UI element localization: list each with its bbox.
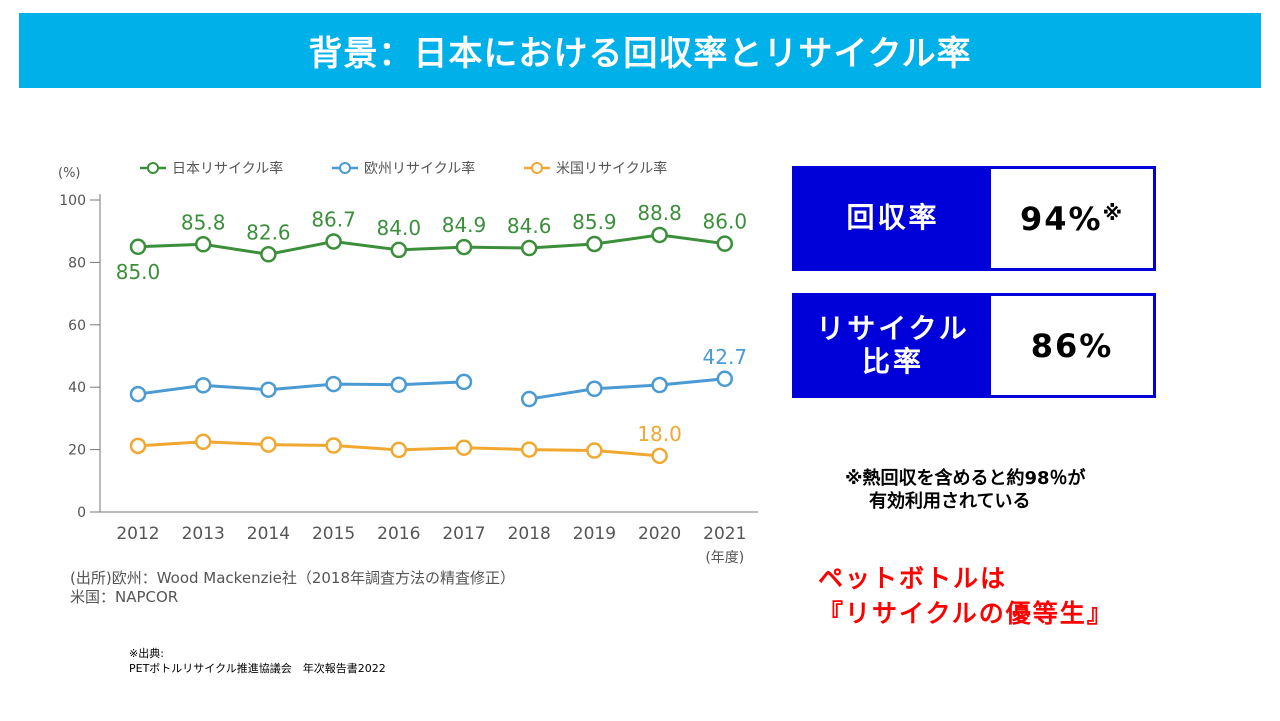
data-point [260, 381, 277, 398]
y-tick-label: 80 [68, 255, 86, 271]
y-tick-label: 60 [68, 318, 86, 334]
x-tick-label: 2013 [182, 524, 225, 544]
x-tick-label: 2016 [377, 524, 420, 544]
data-point [455, 373, 473, 391]
legend-marker [147, 162, 159, 174]
note-line1: ※熱回収を含めると約98％が [845, 468, 1086, 489]
recycling-rate-line-chart: (%) 0 20 40 60 80 100 2012 2013 2014 2015 2016 2017 2… [58, 160, 758, 606]
slogan: ペットボトルは 『リサイクルの優等生』 [818, 561, 1114, 631]
heat-recovery-note: ※熱回収を含めると約98％が 有効利用されている [845, 468, 1086, 513]
data-label: 88.8 [637, 201, 682, 225]
collection-rate-note-mark: ※ [1102, 200, 1125, 225]
data-point [260, 436, 277, 453]
legend-label: 欧州リサイクル率 [364, 160, 475, 177]
collection-rate-label: 回収率 [795, 169, 991, 268]
data-point [586, 380, 603, 398]
recycling-rate-label-line1: リサイクル [816, 312, 970, 346]
y-tick-label: 20 [68, 443, 86, 459]
data-label: 85.9 [572, 210, 617, 234]
data-point [129, 385, 147, 403]
x-tick-label: 2020 [638, 524, 681, 544]
source-line2: PETボトルリサイクル推進協議会 年次報告書2022 [129, 662, 386, 676]
data-point [325, 375, 342, 393]
data-point [716, 370, 734, 388]
data-label: 84.6 [507, 214, 552, 238]
data-point [194, 377, 212, 394]
data-point [390, 241, 408, 259]
legend-marker [531, 162, 543, 174]
data-point [129, 437, 147, 455]
data-point [325, 437, 342, 454]
data-point [520, 390, 538, 408]
collection-rate-value: 94% [1019, 199, 1103, 238]
data-label: 82.6 [246, 220, 291, 244]
x-tick-label: 2015 [312, 524, 355, 544]
series-line [137, 377, 725, 401]
data-point [325, 233, 342, 250]
x-tick-label: 2021 [703, 524, 746, 544]
source-line1: ※出典: [129, 647, 164, 660]
recycling-rate-label: リサイクル 比率 [795, 296, 991, 395]
chart-source-line: 米国：NAPCOR [70, 588, 178, 606]
data-point [716, 235, 734, 252]
legend-label: 日本リサイクル率 [172, 160, 283, 177]
data-point [651, 226, 668, 244]
recycling-rate-value: 86% [1030, 326, 1114, 365]
data-point [651, 447, 668, 465]
note-line2: 有効利用されている [869, 490, 1031, 512]
series-line [137, 233, 725, 256]
data-point [520, 239, 538, 257]
data-point [455, 238, 473, 256]
data-point [455, 439, 473, 456]
slogan-line1: ペットボトルは [818, 564, 1008, 593]
slogan-line2: 『リサイクルの優等生』 [818, 599, 1114, 628]
data-point [194, 433, 212, 451]
data-label: 18.0 [637, 422, 682, 446]
recycling-rate-label-line2: 比率 [861, 344, 924, 378]
data-point [586, 235, 603, 253]
legend-label: 米国リサイクル率 [556, 160, 667, 177]
data-point [194, 236, 212, 253]
chart-source-line: (出所)欧州：Wood Mackenzie社（2018年調査方法の精査修正） [70, 569, 515, 587]
x-tick-label: 2014 [247, 524, 290, 544]
data-label: 85.8 [181, 210, 226, 234]
data-label: 84.0 [377, 216, 422, 240]
y-axis-unit-label: (%) [58, 166, 81, 181]
data-label: 86.7 [311, 207, 356, 231]
data-point [260, 246, 277, 263]
y-tick-label: 40 [68, 380, 86, 396]
data-point [520, 441, 538, 458]
y-tick-label: 100 [59, 193, 86, 209]
x-tick-label: 2019 [573, 524, 616, 544]
data-point [651, 376, 668, 394]
legend-marker [339, 162, 351, 174]
x-tick-label: 2017 [442, 524, 485, 544]
collection-rate-value-wrap: 94% ※ [991, 169, 1153, 268]
recycling-rate-box: リサイクル 比率 86% [792, 293, 1156, 398]
page-title: 背景：日本における回収率とリサイクル率 [308, 34, 972, 74]
data-point [586, 442, 603, 459]
x-tick-label: 2012 [116, 524, 159, 544]
data-point [390, 441, 408, 459]
x-tick-label: 2018 [508, 524, 551, 544]
source-citation: ※出典: PETボトルリサイクル推進協議会 年次報告書2022 [129, 646, 386, 677]
data-label: 42.7 [703, 345, 748, 369]
data-point [129, 238, 147, 256]
title-banner: 背景：日本における回収率とリサイクル率 [19, 13, 1261, 88]
data-label: 85.0 [116, 260, 161, 284]
data-label: 86.0 [703, 210, 748, 234]
data-point [390, 376, 408, 393]
collection-rate-box: 回収率 94% ※ [792, 166, 1156, 271]
y-tick-label: 0 [77, 505, 86, 521]
data-label: 84.9 [442, 213, 487, 237]
x-axis-unit-label: (年度) [705, 550, 744, 566]
